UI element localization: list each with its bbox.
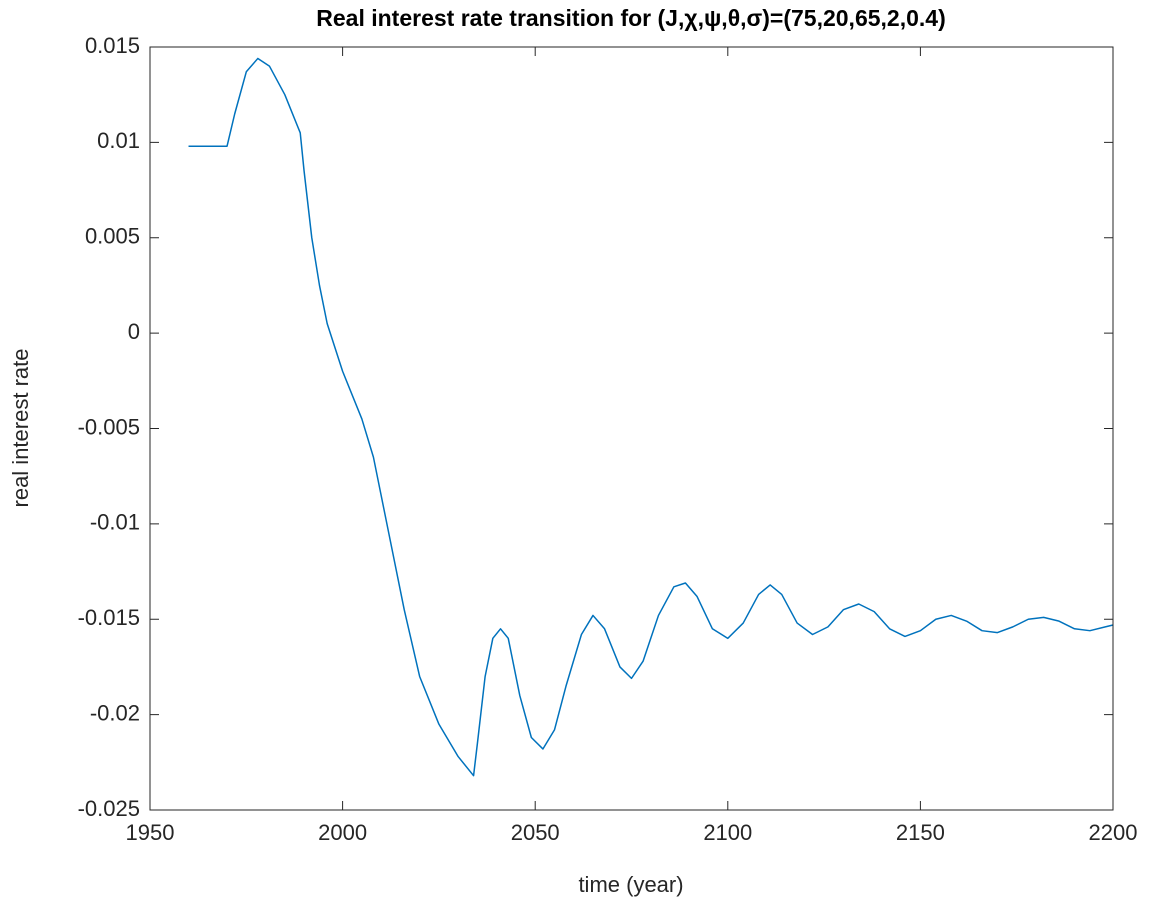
chart-title: Real interest rate transition for (J,χ,ψ… xyxy=(316,5,945,31)
x-tick-label: 2100 xyxy=(703,820,752,845)
y-tick-label: -0.025 xyxy=(78,796,140,821)
x-tick-label: 2200 xyxy=(1089,820,1138,845)
x-tick-label: 2150 xyxy=(896,820,945,845)
plot-area xyxy=(150,47,1113,810)
y-tick-label: -0.005 xyxy=(78,414,140,439)
y-tick-label: 0 xyxy=(128,319,140,344)
y-tick-label: 0.01 xyxy=(97,128,140,153)
axes-box xyxy=(149,46,1114,811)
y-tick-label: -0.01 xyxy=(90,510,140,535)
y-tick-label: 0.005 xyxy=(85,224,140,249)
y-tick-label: -0.015 xyxy=(78,605,140,630)
y-axis-label: real interest rate xyxy=(8,349,33,508)
line xyxy=(188,57,1114,777)
x-tick-label: 2050 xyxy=(511,820,560,845)
y-tick-label: -0.02 xyxy=(90,700,140,725)
y-tick-label: 0.015 xyxy=(85,33,140,58)
x-tick-label: 2000 xyxy=(318,820,367,845)
x-axis-label: time (year) xyxy=(578,872,683,897)
x-tick-label: 1950 xyxy=(126,820,175,845)
